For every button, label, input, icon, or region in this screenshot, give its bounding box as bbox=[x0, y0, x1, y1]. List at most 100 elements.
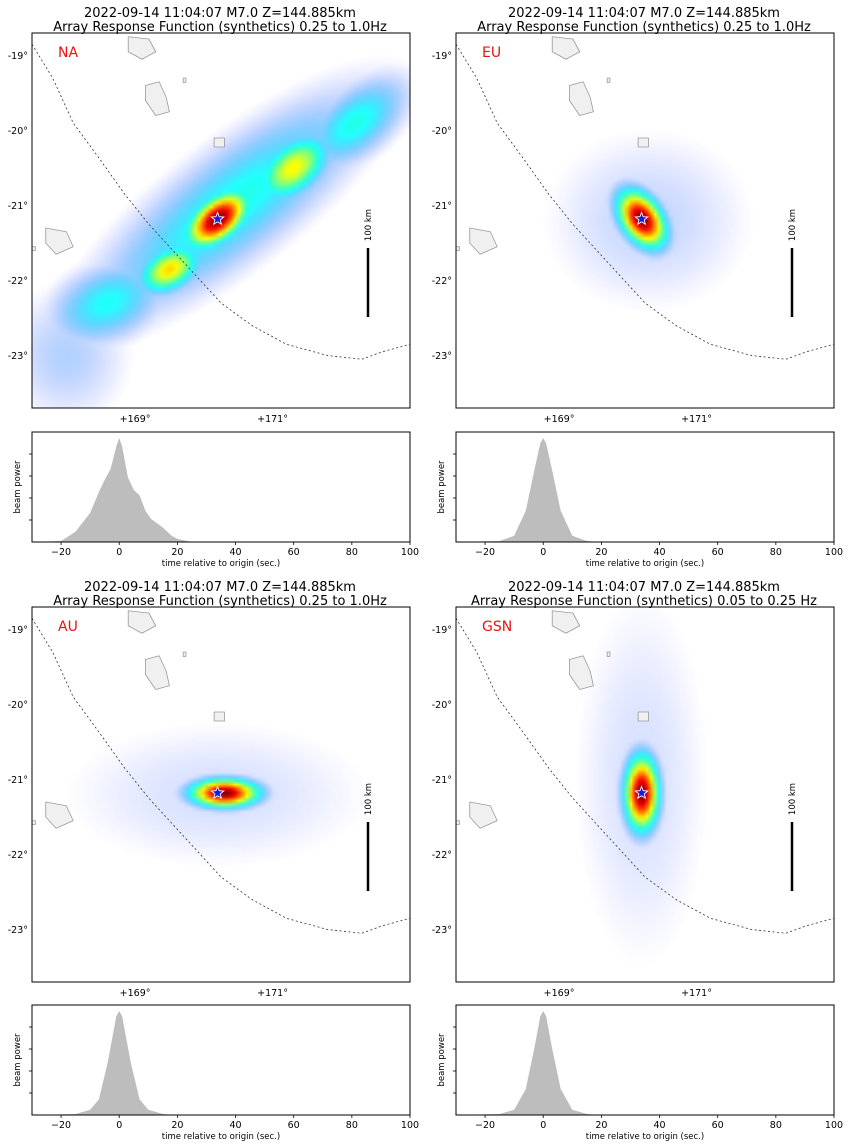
island-polygon bbox=[551, 610, 581, 634]
lat-tick-label: -21° bbox=[8, 201, 28, 212]
event-star-marker bbox=[210, 785, 225, 800]
beam-x-tick-label: −20 bbox=[475, 1120, 495, 1131]
panel-subtitle: Array Response Function (synthetics) 0.0… bbox=[471, 594, 817, 609]
panel-title: 2022-09-14 11:04:07 M7.0 Z=144.885km bbox=[84, 6, 356, 21]
beam-x-tick-label: 100 bbox=[401, 547, 419, 558]
trench-line bbox=[31, 44, 411, 360]
beam-x-tick-label: 100 bbox=[401, 1120, 419, 1131]
beam-xlabel: time relative to origin (sec.) bbox=[586, 1132, 704, 1142]
beam-frame bbox=[31, 431, 411, 543]
scale-bar-label: 100 km bbox=[364, 783, 374, 815]
beam-x-tick-label: 60 bbox=[712, 547, 724, 558]
island-polygon bbox=[469, 801, 498, 829]
lat-tick-label: -22° bbox=[8, 850, 28, 861]
lon-tick-label: +171° bbox=[681, 988, 712, 999]
trench-line bbox=[31, 618, 411, 934]
island-polygon bbox=[31, 820, 36, 825]
event-star-marker bbox=[634, 211, 649, 226]
scale-bar-label: 100 km bbox=[364, 209, 374, 241]
lat-tick-label: -21° bbox=[8, 775, 28, 786]
island-polygon bbox=[469, 227, 498, 255]
beam-power-area bbox=[32, 438, 410, 542]
panel-eu: 2022-09-14 11:04:07 M7.0 Z=144.885km Arr… bbox=[432, 6, 843, 569]
map-frame bbox=[31, 32, 411, 409]
beam-x-tick-label: 0 bbox=[116, 1120, 122, 1131]
map-frame bbox=[455, 32, 835, 409]
beam-x-tick-label: 20 bbox=[171, 547, 183, 558]
island-polygon bbox=[182, 651, 187, 657]
beam-x-tick-label: 100 bbox=[825, 1120, 843, 1131]
beam-x-tick-label: 80 bbox=[770, 1120, 782, 1131]
island-polygon bbox=[127, 36, 157, 60]
lat-tick-label: -23° bbox=[8, 351, 28, 362]
lat-tick-label: -20° bbox=[432, 700, 452, 711]
lon-tick-label: +171° bbox=[257, 414, 288, 425]
beam-x-tick-label: 40 bbox=[653, 547, 665, 558]
beam-frame bbox=[31, 1004, 411, 1116]
network-label: EU bbox=[482, 45, 501, 61]
island-polygon bbox=[606, 77, 611, 83]
beam-xlabel: time relative to origin (sec.) bbox=[162, 559, 280, 569]
beam-x-tick-label: 80 bbox=[346, 1120, 358, 1131]
trench-line bbox=[455, 618, 835, 934]
lon-tick-label: +169° bbox=[544, 414, 575, 425]
lon-tick-label: +171° bbox=[257, 988, 288, 999]
beam-x-tick-label: 20 bbox=[171, 1120, 183, 1131]
panel-na: 2022-09-14 11:04:07 M7.0 Z=144.885km Arr… bbox=[8, 6, 419, 569]
beam-x-tick-label: 40 bbox=[229, 1120, 241, 1131]
beam-x-tick-label: 80 bbox=[346, 547, 358, 558]
beam-ylabel: beam power bbox=[13, 460, 23, 514]
beam-frame bbox=[455, 431, 835, 543]
island-polygon bbox=[127, 610, 157, 634]
island-polygon bbox=[45, 801, 74, 829]
beam-x-tick-label: 60 bbox=[288, 1120, 300, 1131]
lon-tick-label: +169° bbox=[120, 988, 151, 999]
beam-ylabel: beam power bbox=[13, 1033, 23, 1087]
beam-power-area bbox=[32, 1011, 410, 1115]
island-polygon bbox=[637, 137, 649, 148]
panel-subtitle: Array Response Function (synthetics) 0.2… bbox=[53, 20, 387, 35]
island-polygon bbox=[144, 81, 170, 116]
island-polygon bbox=[45, 227, 74, 255]
island-polygon bbox=[569, 81, 594, 116]
lat-tick-label: -20° bbox=[8, 126, 28, 137]
scale-bar-label: 100 km bbox=[788, 209, 798, 241]
beam-x-tick-label: 40 bbox=[653, 1120, 665, 1131]
lon-tick-label: +171° bbox=[681, 414, 712, 425]
beam-x-tick-label: −20 bbox=[51, 547, 71, 558]
beam-x-tick-label: −20 bbox=[475, 547, 495, 558]
lon-tick-label: +169° bbox=[544, 988, 575, 999]
lat-tick-label: -22° bbox=[8, 276, 28, 287]
island-polygon bbox=[637, 711, 649, 722]
panel-title: 2022-09-14 11:04:07 M7.0 Z=144.885km bbox=[508, 580, 780, 595]
beam-x-tick-label: 0 bbox=[116, 547, 122, 558]
event-star-marker bbox=[210, 211, 225, 226]
beam-x-tick-label: 80 bbox=[770, 547, 782, 558]
lat-tick-label: -21° bbox=[432, 201, 452, 212]
island-polygon bbox=[213, 711, 225, 722]
beam-x-tick-label: 20 bbox=[595, 1120, 607, 1131]
lat-tick-label: -20° bbox=[432, 126, 452, 137]
network-label: AU bbox=[58, 619, 78, 635]
map-frame bbox=[31, 606, 411, 983]
island-polygon bbox=[455, 246, 460, 251]
beam-frame bbox=[455, 1004, 835, 1116]
lat-tick-label: -19° bbox=[432, 51, 452, 62]
panel-au: 2022-09-14 11:04:07 M7.0 Z=144.885km Arr… bbox=[8, 580, 419, 1142]
lat-tick-label: -23° bbox=[432, 925, 452, 936]
island-polygon bbox=[551, 36, 581, 60]
beam-power-area bbox=[456, 1011, 834, 1115]
panel-subtitle: Array Response Function (synthetics) 0.2… bbox=[53, 594, 387, 609]
beam-x-tick-label: 0 bbox=[540, 1120, 546, 1131]
power-heatmap bbox=[456, 607, 834, 982]
beam-ylabel: beam power bbox=[437, 460, 447, 514]
network-label: NA bbox=[58, 45, 78, 61]
beam-x-tick-label: 40 bbox=[229, 547, 241, 558]
panel-title: 2022-09-14 11:04:07 M7.0 Z=144.885km bbox=[84, 580, 356, 595]
beam-x-tick-label: 60 bbox=[712, 1120, 724, 1131]
lat-tick-label: -22° bbox=[432, 850, 452, 861]
panel-title: 2022-09-14 11:04:07 M7.0 Z=144.885km bbox=[508, 6, 780, 21]
lat-tick-label: -19° bbox=[432, 625, 452, 636]
beam-x-tick-label: 0 bbox=[540, 547, 546, 558]
